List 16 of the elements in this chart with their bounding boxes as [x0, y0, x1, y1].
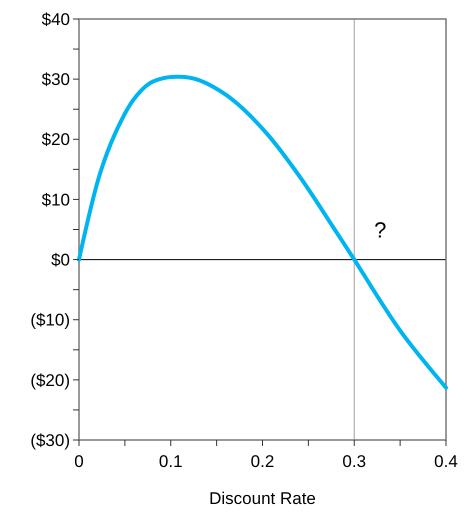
x-tick-label: 0.4 [434, 452, 458, 471]
y-tick-label: $20 [42, 130, 70, 150]
y-tick-label: ($20) [30, 370, 70, 390]
y-tick-label: $30 [42, 70, 70, 90]
annotation: ? [374, 217, 386, 242]
y-tick-label: $0 [51, 250, 70, 270]
x-tick-label: 0.1 [158, 452, 183, 471]
y-tick-label: ($30) [30, 430, 70, 450]
x-tick-label: 0 [74, 452, 84, 471]
x-axis-title: Discount Rate [209, 489, 316, 508]
x-tick-label: 0.2 [250, 452, 274, 471]
y-tick-label: $40 [42, 10, 70, 29]
line-series [77, 74, 448, 390]
y-tick-label: $10 [42, 190, 70, 210]
x-tick-label: 0.3 [342, 452, 366, 471]
y-tick-label: ($10) [30, 310, 70, 330]
